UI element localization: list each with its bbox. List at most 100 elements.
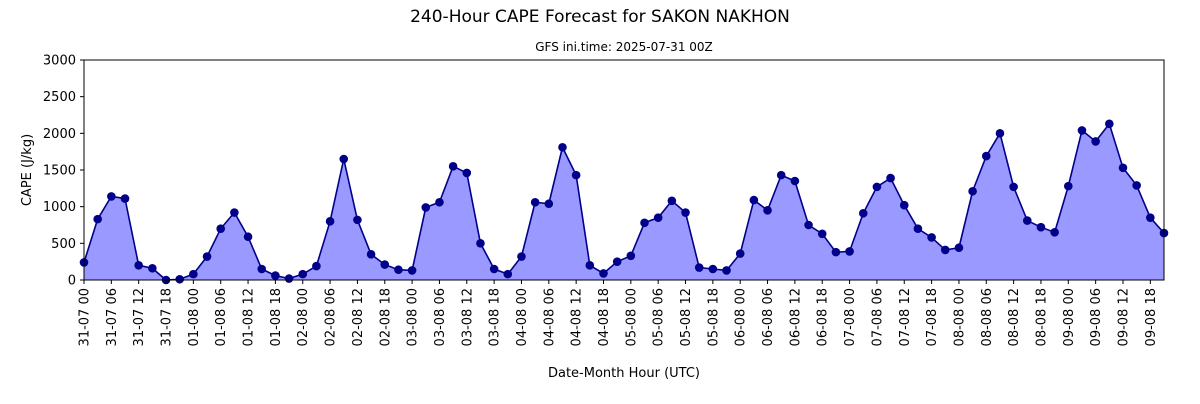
cape-data-point: [694, 263, 704, 272]
cape-data-point: [1022, 216, 1032, 225]
cape-data-point: [817, 229, 827, 239]
cape-data-point: [1050, 228, 1059, 237]
cape-data-point: [899, 200, 909, 210]
x-tick-label: 01-08 06: [214, 288, 229, 346]
x-tick-label: 08-08 00: [952, 288, 967, 346]
x-tick-label: 01-08 12: [242, 288, 257, 346]
cape-data-point: [735, 249, 745, 258]
cape-data-point: [927, 233, 936, 242]
cape-data-point: [257, 264, 267, 274]
cape-data-point: [230, 208, 239, 217]
x-tick-label: 04-08 06: [542, 288, 557, 346]
cape-data-point: [681, 208, 690, 217]
x-tick-label: 02-08 18: [378, 288, 393, 346]
y-tick-label: 500: [51, 237, 76, 252]
x-tick-label: 31-07 12: [132, 288, 147, 346]
cape-data-point: [981, 151, 991, 161]
x-tick-label: 01-08 18: [269, 288, 284, 346]
cape-data-point: [831, 247, 841, 257]
cape-data-point: [339, 154, 349, 164]
cape-data-point: [435, 197, 444, 207]
x-tick-label: 04-08 12: [570, 288, 585, 346]
cape-data-point: [1146, 213, 1155, 222]
x-tick-label: 01-08 00: [187, 288, 202, 346]
x-tick-label: 07-08 00: [843, 288, 858, 346]
x-tick-label: 31-07 18: [160, 288, 175, 346]
x-tick-label: 03-08 00: [406, 288, 421, 346]
x-tick-label: 06-08 18: [816, 288, 831, 346]
x-tick-label: 05-08 00: [624, 288, 639, 346]
x-tick-label: 05-08 12: [679, 288, 694, 346]
y-tick-label: 2500: [43, 90, 76, 105]
x-tick-label: 06-08 06: [761, 288, 776, 346]
cape-data-point: [1064, 181, 1073, 191]
cape-data-point: [804, 220, 813, 230]
cape-data-point: [776, 170, 786, 180]
x-tick-label: 05-08 18: [706, 288, 721, 346]
x-tick-label: 09-08 12: [1116, 288, 1131, 346]
cape-data-point: [708, 264, 718, 274]
cape-data-point: [940, 245, 950, 255]
cape-data-point: [763, 206, 772, 215]
cape-data-point: [1118, 163, 1128, 173]
cape-data-point: [489, 264, 499, 274]
cape-data-point: [243, 232, 253, 242]
cape-data-point: [667, 196, 677, 206]
cape-data-point: [298, 269, 308, 279]
cape-data-point: [1036, 222, 1046, 232]
cape-data-point: [749, 195, 759, 205]
x-tick-label: 04-08 00: [515, 288, 530, 346]
cape-data-point: [858, 208, 868, 218]
cape-data-point: [120, 194, 130, 203]
x-tick-label: 03-08 06: [433, 288, 448, 346]
x-tick-label: 08-08 12: [1007, 288, 1022, 346]
cape-data-point: [530, 197, 540, 207]
x-tick-label: 03-08 12: [460, 288, 475, 346]
cape-data-point: [1091, 137, 1100, 146]
x-tick-label: 08-08 06: [980, 288, 995, 346]
cape-data-point: [407, 266, 417, 275]
cape-data-point: [380, 260, 390, 269]
x-tick-label: 07-08 06: [870, 288, 885, 346]
cape-data-point: [148, 263, 157, 273]
cape-data-point: [653, 213, 663, 222]
x-tick-label: 08-08 18: [1034, 288, 1049, 346]
y-tick-label: 0: [68, 274, 76, 289]
cape-data-point: [366, 250, 376, 259]
cape-data-point: [325, 217, 335, 226]
cape-data-point: [421, 203, 431, 212]
cape-data-point: [544, 199, 554, 209]
x-axis: 31-07 00 31-07 06 31-07 12 31-07 18 01-08 00…: [78, 280, 1159, 346]
cape-data-point: [845, 247, 854, 256]
chart-subtitle: GFS ini.time: 2025-07-31 00Z: [535, 40, 713, 54]
x-tick-label: 04-08 18: [597, 288, 612, 346]
cape-data-point: [448, 162, 458, 171]
cape-data-point: [189, 269, 198, 279]
cape-data-point: [312, 261, 321, 271]
cape-data-point: [558, 142, 567, 152]
cape-data-point: [790, 176, 800, 186]
cape-data-point: [968, 186, 977, 196]
cape-data-point: [353, 215, 362, 225]
cape-data-point: [722, 266, 731, 275]
y-tick-label: 1500: [43, 164, 76, 179]
y-tick-label: 1000: [43, 200, 76, 215]
cape-data-point: [202, 252, 212, 261]
cape-data-point: [394, 265, 403, 275]
cape-data-point: [93, 214, 102, 224]
cape-data-point: [571, 170, 581, 180]
cape-data-point: [1077, 126, 1087, 135]
cape-data-point: [1132, 181, 1141, 190]
cape-data-point: [626, 251, 636, 261]
cape-data-point: [216, 224, 226, 233]
cape-data-point: [517, 252, 526, 261]
cape-data-point: [995, 129, 1005, 138]
y-axis-label: CAPE (J/kg): [20, 134, 35, 206]
cape-data-point: [599, 269, 608, 278]
cape-area-fill: [84, 123, 1164, 280]
x-tick-label: 03-08 18: [488, 288, 503, 346]
cape-data-point: [585, 261, 595, 270]
cape-data-point: [476, 239, 485, 248]
